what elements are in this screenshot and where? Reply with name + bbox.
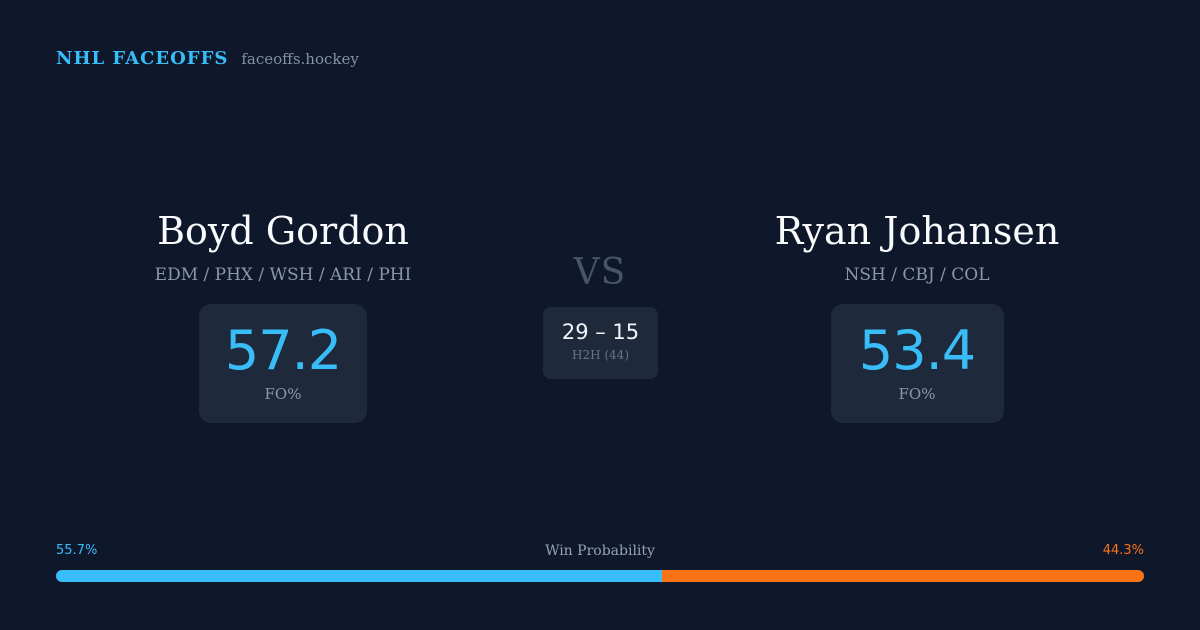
player-left-fo-label: FO% bbox=[264, 385, 302, 403]
win-probability-labels: 55.7% Win Probability 44.3% bbox=[56, 543, 1144, 563]
player-right-panel: Ryan Johansen NSH / CBJ / COL 53.4 FO% bbox=[717, 206, 1117, 423]
player-right-teams: NSH / CBJ / COL bbox=[844, 265, 990, 285]
win-probability-left-fill bbox=[56, 570, 663, 582]
player-left-teams: EDM / PHX / WSH / ARI / PHI bbox=[154, 265, 412, 285]
player-right-fo-card: 53.4 FO% bbox=[830, 304, 1004, 423]
brand-header: NHL FACEOFFS faceoffs.hockey bbox=[56, 48, 359, 69]
player-right-fo-label: FO% bbox=[898, 385, 936, 403]
brand-name: NHL FACEOFFS bbox=[56, 48, 229, 69]
win-probability-right-pct: 44.3% bbox=[1102, 543, 1144, 558]
versus-label: VS bbox=[573, 252, 627, 293]
head-to-head-label: H2H (44) bbox=[571, 348, 629, 362]
player-left-fo-value: 57.2 bbox=[224, 319, 342, 382]
win-probability-title: Win Probability bbox=[545, 543, 655, 559]
win-probability-bar bbox=[56, 570, 1144, 582]
win-probability-left-pct: 55.7% bbox=[56, 543, 98, 558]
player-left-fo-card: 57.2 FO% bbox=[199, 304, 367, 423]
player-right-fo-value: 53.4 bbox=[858, 319, 976, 382]
head-to-head-score: 29 – 15 bbox=[561, 320, 640, 344]
player-left-panel: Boyd Gordon EDM / PHX / WSH / ARI / PHI … bbox=[83, 206, 483, 423]
player-left-name: Boyd Gordon bbox=[157, 209, 409, 253]
brand-site: faceoffs.hockey bbox=[241, 50, 359, 68]
win-probability-right-fill bbox=[662, 570, 1144, 582]
player-right-name: Ryan Johansen bbox=[774, 209, 1060, 253]
head-to-head-card: 29 – 15 H2H (44) bbox=[543, 307, 658, 379]
